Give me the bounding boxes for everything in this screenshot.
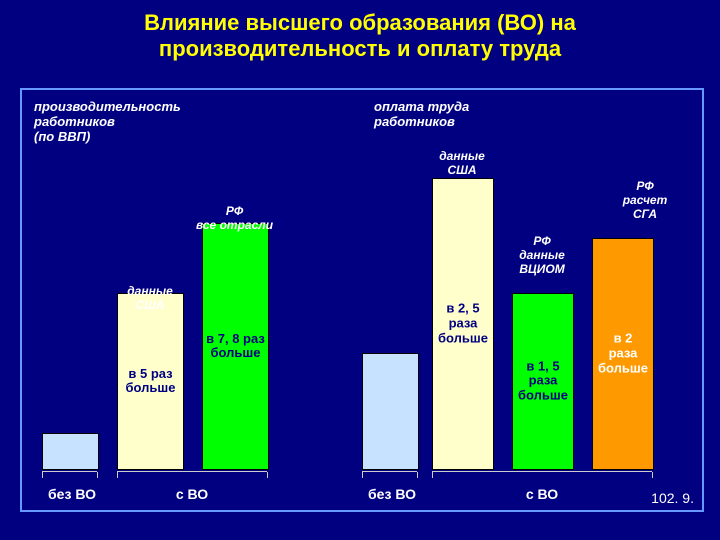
x-bracket-1 xyxy=(117,471,267,472)
bar-b2: в 5 разбольше xyxy=(117,295,182,470)
x-tick-3-0 xyxy=(432,472,433,478)
section-label-right: оплата трудаработников xyxy=(374,100,469,130)
chart-title: Влияние высшего образования (ВО) на прои… xyxy=(0,0,720,71)
bar-fill-b7: в 2разабольше xyxy=(592,238,654,470)
x-tick-2-1 xyxy=(417,472,418,478)
x-tick-0-0 xyxy=(42,472,43,478)
bar-fill-b3: в 7, 8 разбольше xyxy=(202,223,269,470)
x-tick-1-0 xyxy=(117,472,118,478)
section-label-left: производительностьработников(по ВВП) xyxy=(34,100,181,145)
bar-inside-label-b2: в 5 разбольше xyxy=(118,367,183,397)
x-label-2: без ВО xyxy=(352,486,432,502)
bar-above-label-b3: РФвсе отрасли xyxy=(177,205,292,233)
bar-fill-b2: в 5 разбольше xyxy=(117,293,184,470)
x-label-3: с ВО xyxy=(502,486,582,502)
bar-above-label-b5: данныеСША xyxy=(429,150,495,178)
bar-inside-label-b7: в 2разабольше xyxy=(593,332,653,377)
bar-b1 xyxy=(42,435,97,470)
bar-inside-label-b3: в 7, 8 разбольше xyxy=(203,332,268,362)
bar-inside-label-b5: в 2, 5разабольше xyxy=(433,302,493,347)
bar-b7: в 2разабольше xyxy=(592,240,652,470)
bar-b3: в 7, 8 разбольше xyxy=(202,225,267,470)
bar-b5: в 2, 5разабольше xyxy=(432,180,492,470)
x-tick-0-1 xyxy=(97,472,98,478)
bar-b6: в 1, 5разабольше xyxy=(512,295,572,470)
x-tick-3-1 xyxy=(652,472,653,478)
x-tick-2-0 xyxy=(362,472,363,478)
bar-above-label-b6: РФданныеВЦИОМ xyxy=(509,235,575,276)
slide-number: 102. 9. xyxy=(651,490,694,506)
x-label-1: с ВО xyxy=(152,486,232,502)
x-bracket-3 xyxy=(432,471,652,472)
x-bracket-2 xyxy=(362,471,417,472)
x-tick-1-1 xyxy=(267,472,268,478)
x-bracket-0 xyxy=(42,471,97,472)
chart-area: производительностьработников(по ВВП) опл… xyxy=(20,88,704,512)
x-label-0: без ВО xyxy=(32,486,112,502)
bar-fill-b6: в 1, 5разабольше xyxy=(512,293,574,470)
bar-above-label-b7: РФрасчетСГА xyxy=(612,180,678,221)
bar-fill-b5: в 2, 5разабольше xyxy=(432,178,494,470)
bar-inside-label-b6: в 1, 5разабольше xyxy=(513,359,573,404)
bar-fill-b1 xyxy=(42,433,99,470)
bar-fill-b4 xyxy=(362,353,419,470)
bar-above-label-b2: данныеСША xyxy=(115,285,185,313)
bar-b4 xyxy=(362,355,417,470)
